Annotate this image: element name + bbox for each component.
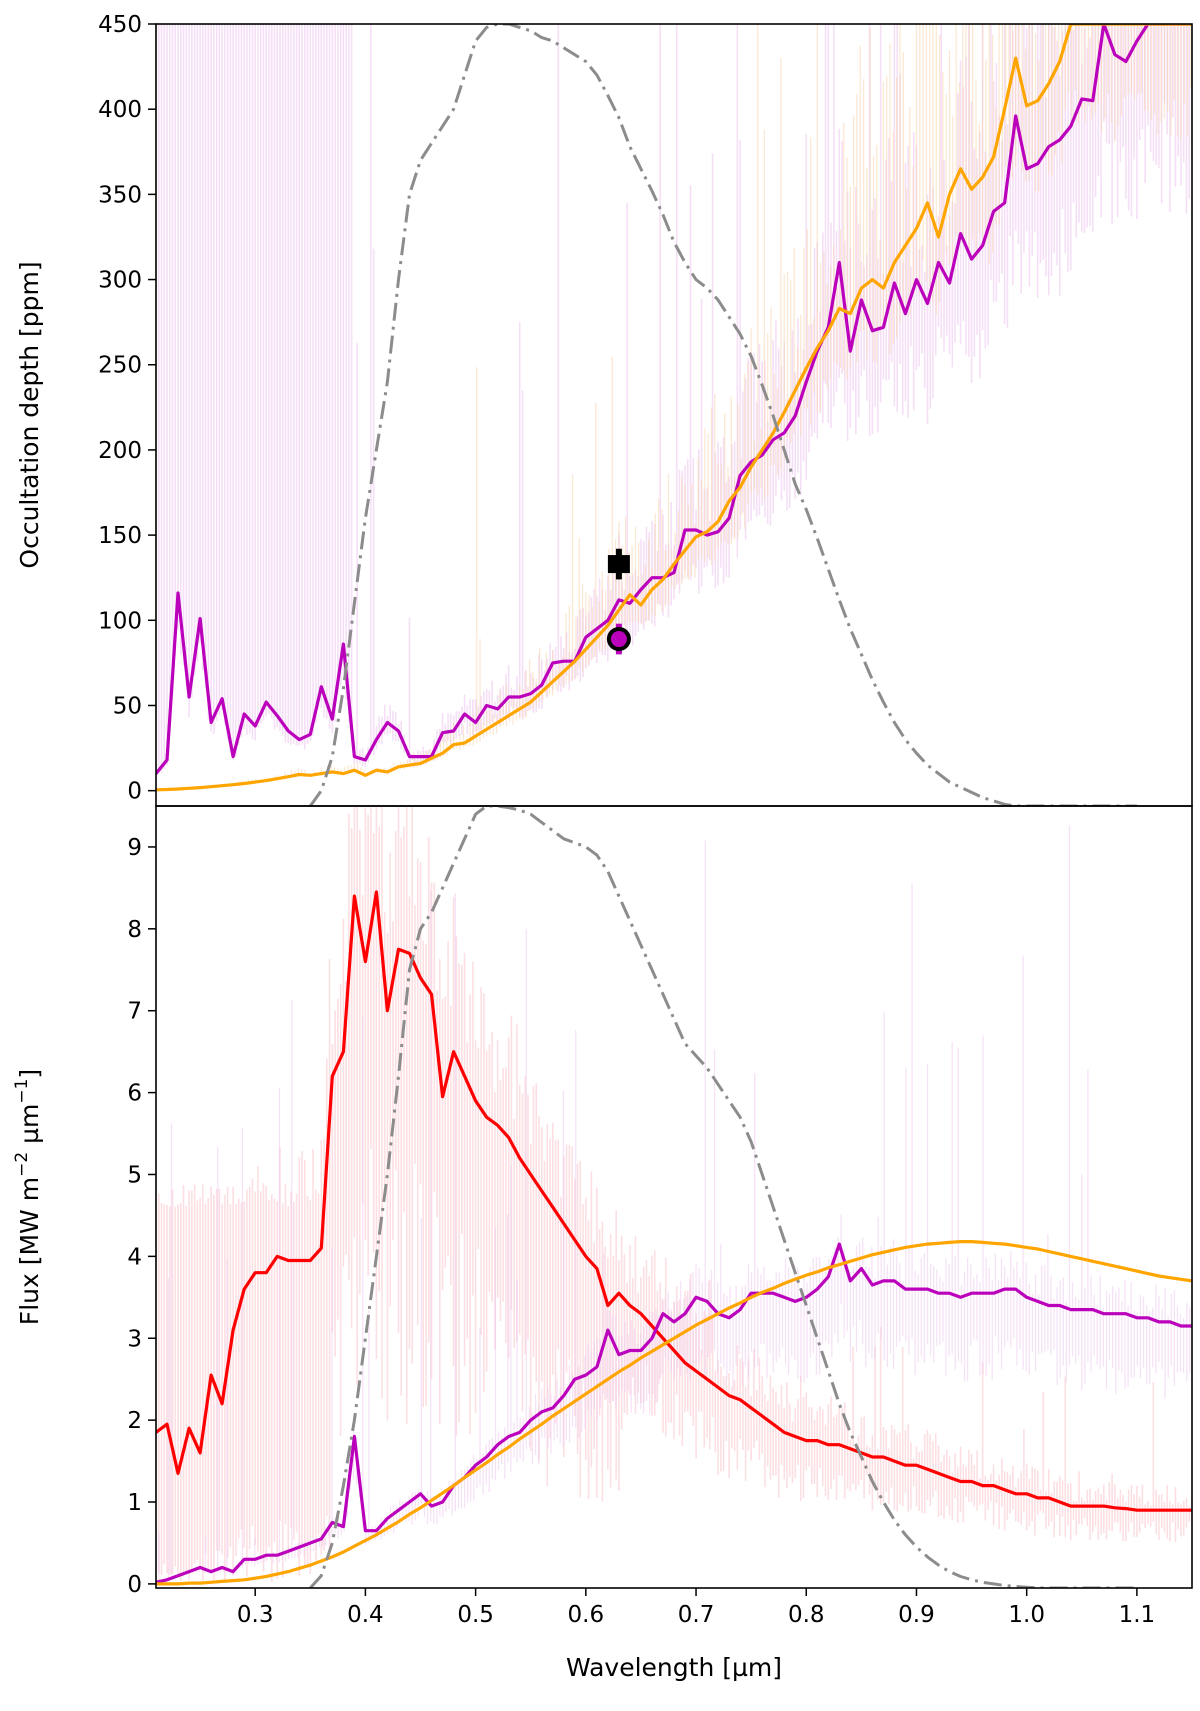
y-tick-label: 200 bbox=[98, 438, 142, 464]
magenta-series-line bbox=[156, 1242, 1192, 1584]
x-tick-label: 0.3 bbox=[237, 1602, 274, 1628]
y-tick-label: 450 bbox=[98, 12, 142, 38]
chart-element: −1 bbox=[12, 1079, 32, 1104]
y-axis-label-occultation-depth: Occultation depth [ppm] bbox=[15, 261, 44, 568]
chart-element: −2 bbox=[12, 1152, 32, 1177]
y-tick-label: 6 bbox=[127, 1081, 142, 1107]
x-tick-label: 0.8 bbox=[788, 1602, 825, 1628]
y-tick-label: 7 bbox=[127, 999, 142, 1025]
y-tick-label: 0 bbox=[127, 1572, 142, 1598]
y-tick-label: 250 bbox=[98, 353, 142, 379]
y-tick-label: 150 bbox=[98, 523, 142, 549]
x-tick-label: 0.9 bbox=[898, 1602, 935, 1628]
bottom-plot-area bbox=[156, 806, 1192, 1588]
y-tick-label: 350 bbox=[98, 182, 142, 208]
chart-element: µm bbox=[15, 1104, 44, 1152]
y-tick-label: 400 bbox=[98, 97, 142, 123]
occultation-depth-panel: 0 50 100 150 200 250 300 350 400 450 bbox=[98, 12, 1193, 807]
y-tick-label: 2 bbox=[127, 1408, 142, 1434]
magenta-series-line bbox=[156, 24, 1192, 775]
x-tick-label: 0.4 bbox=[347, 1602, 384, 1628]
y-tick-label: 3 bbox=[127, 1326, 142, 1352]
magenta-data-point bbox=[606, 627, 631, 652]
y-tick-label: 100 bbox=[98, 608, 142, 634]
bandpass-curve bbox=[309, 806, 1137, 1588]
flux-panel: 0 1 2 3 4 5 6 7 8 9 0.3 0.4 0.5 0.6 0.7 0.8 0.9 1.0 1.1 bbox=[127, 805, 1193, 1628]
red-series-line bbox=[156, 890, 1192, 1512]
y-tick-label: 8 bbox=[127, 917, 142, 943]
x-axis-label-wavelength: Wavelength [µm] bbox=[566, 1653, 782, 1682]
y-tick-label: 300 bbox=[98, 268, 142, 294]
bottom-axes-frame bbox=[155, 805, 1193, 1589]
x-tick-label: 1.0 bbox=[1008, 1602, 1045, 1628]
x-tick-label: 0.6 bbox=[568, 1602, 605, 1628]
chart-element: ] bbox=[15, 1069, 44, 1079]
y-axis-label-flux: Flux [MW m−2 µm−1] bbox=[12, 1069, 44, 1325]
x-tick-label: 0.5 bbox=[457, 1602, 494, 1628]
y-tick-label: 0 bbox=[127, 779, 142, 805]
y-tick-label: 5 bbox=[127, 1162, 142, 1188]
x-tick-label: 0.7 bbox=[678, 1602, 715, 1628]
top-plot-area bbox=[156, 24, 1192, 806]
chart-element: Flux [MW m bbox=[15, 1177, 44, 1325]
y-tick-label: 9 bbox=[127, 835, 142, 861]
bandpass-curve bbox=[309, 24, 1137, 806]
y-tick-label: 4 bbox=[127, 1244, 142, 1270]
black-data-point bbox=[607, 555, 630, 574]
y-tick-label: 1 bbox=[127, 1490, 142, 1516]
y-tick-label: 50 bbox=[113, 693, 142, 719]
x-tick-label: 1.1 bbox=[1119, 1602, 1156, 1628]
